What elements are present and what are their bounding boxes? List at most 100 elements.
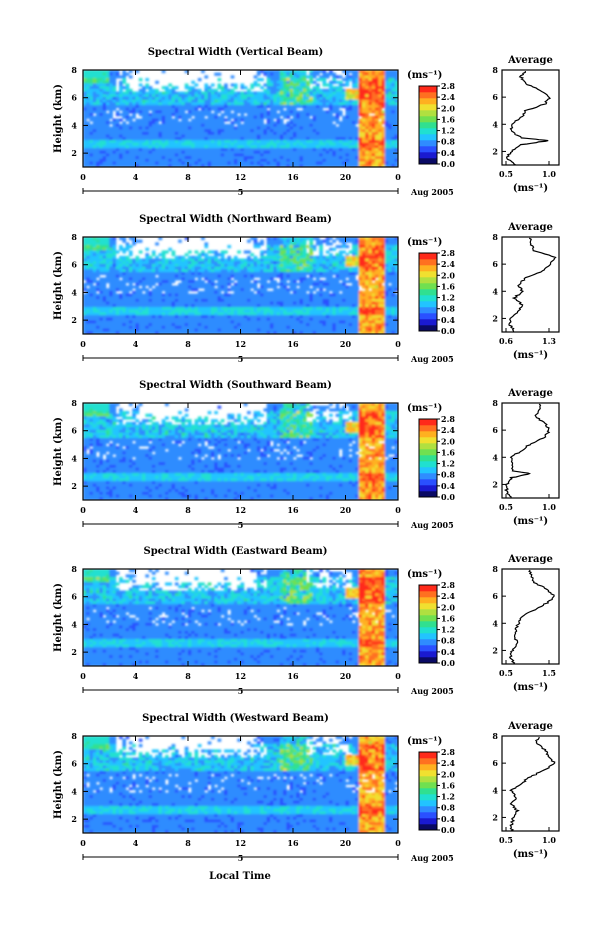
colorbar-swatch	[419, 467, 437, 474]
average-title: Average	[507, 222, 553, 233]
colorbar: 0.00.40.81.2 1.62.02.42.8(ms⁻¹)	[407, 70, 455, 169]
colorbar-tick-label: 2.4	[441, 92, 455, 102]
colorbar-unit: (ms⁻¹)	[407, 569, 442, 580]
colorbar-swatch	[419, 776, 437, 783]
heatmap: 2 4 6 8 0 4 8 12 16 20 0	[71, 65, 401, 182]
colorbar-tick-label: 0.8	[441, 137, 455, 147]
average-y-tick-label: 8	[492, 398, 498, 408]
average-x-label: (ms⁻¹)	[513, 183, 548, 194]
colorbar-swatch	[419, 313, 437, 320]
colorbar-swatch	[419, 794, 437, 801]
average-y-tick-label: 6	[492, 591, 498, 601]
average-title: Average	[507, 554, 553, 565]
x-tick-label: 20	[340, 505, 352, 515]
panel-title: Spectral Width (Westward Beam)	[142, 713, 329, 724]
average-y-tick-label: 4	[492, 618, 498, 628]
x-tick-label: 20	[340, 838, 352, 848]
date-bar: 5 Aug 2005	[82, 686, 454, 696]
colorbar-tick-label: 0.8	[441, 304, 455, 314]
colorbar-swatch	[419, 818, 437, 825]
panel-1: Spectral Width (Vertical Beam) 2 4 6 8 0 4 8 12 1…	[53, 47, 560, 197]
colorbar-swatch	[419, 812, 437, 819]
colorbar-tick-label: 2.8	[441, 414, 455, 424]
date-day: 5	[238, 354, 244, 364]
panel-2: Spectral Width (Northward Beam) 2 4 6 8 0 4 8 12…	[53, 214, 560, 364]
y-tick-label: 8	[71, 232, 77, 242]
colorbar-tick-label: 1.6	[441, 613, 455, 623]
heatmap: 2 4 6 8 0 4 8 12 16 20 0	[71, 731, 401, 848]
colorbar-swatch	[419, 307, 437, 314]
colorbar-swatch	[419, 301, 437, 308]
colorbar-swatch	[419, 271, 437, 278]
x-tick-label: 4	[133, 838, 139, 848]
average-line	[503, 403, 551, 499]
colorbar-swatch	[419, 609, 437, 616]
average-y-tick-label: 8	[492, 731, 498, 741]
colorbar-swatch	[419, 425, 437, 432]
colorbar-swatch	[419, 591, 437, 598]
x-tick-label: 12	[235, 339, 246, 349]
colorbar-tick-label: 2.8	[441, 580, 455, 590]
date-month: Aug 2005	[410, 520, 454, 530]
y-tick-label: 2	[71, 481, 77, 491]
colorbar-tick-label: 1.6	[441, 447, 455, 457]
average-title: Average	[507, 721, 553, 732]
average-line	[505, 71, 552, 166]
colorbar-swatch	[419, 615, 437, 622]
average-title: Average	[507, 388, 553, 399]
x-tick-label: 4	[133, 671, 139, 681]
panel-5: Spectral Width (Westward Beam) 2 4 6 8 0 4 8 12 1…	[53, 713, 560, 863]
colorbar-unit: (ms⁻¹)	[407, 70, 442, 81]
colorbar-swatch	[419, 770, 437, 777]
average-x-label: (ms⁻¹)	[513, 516, 548, 527]
colorbar-swatch	[419, 92, 437, 99]
colorbar-swatch	[419, 455, 437, 462]
colorbar-swatch	[419, 86, 437, 93]
panel-title: Spectral Width (Southward Beam)	[139, 380, 332, 391]
colorbar-unit: (ms⁻¹)	[407, 237, 442, 248]
colorbar-swatch	[419, 603, 437, 610]
average-line	[509, 736, 556, 832]
x-tick-label: 20	[340, 339, 352, 349]
colorbar-tick-label: 0.8	[441, 636, 455, 646]
average-x-tick-label: 0.5	[499, 502, 513, 512]
x-tick-label: 0	[80, 671, 86, 681]
colorbar-swatch	[419, 116, 437, 123]
y-tick-label: 8	[71, 65, 77, 75]
colorbar: 0.00.40.81.2 1.62.02.42.8(ms⁻¹)	[407, 403, 455, 502]
x-axis-label: Local Time	[209, 871, 271, 882]
colorbar-tick-label: 0.0	[441, 492, 455, 502]
colorbar-swatch	[419, 621, 437, 628]
colorbar-tick-label: 2.4	[441, 758, 455, 768]
colorbar-unit: (ms⁻¹)	[407, 403, 442, 414]
y-axis-label: Height (km)	[53, 251, 64, 320]
colorbar-tick-label: 2.4	[441, 591, 455, 601]
colorbar-swatch	[419, 134, 437, 141]
date-month: Aug 2005	[410, 354, 454, 364]
colorbar: 0.00.40.81.2 1.62.02.42.8(ms⁻¹)	[407, 569, 455, 668]
heatmap: 2 4 6 8 0 4 8 12 16 20 0	[71, 398, 401, 515]
y-tick-label: 6	[71, 93, 77, 103]
date-bar: 5 Aug 2005	[82, 187, 454, 197]
colorbar-swatch	[419, 627, 437, 634]
y-tick-label: 4	[71, 786, 77, 796]
colorbar-swatch	[419, 295, 437, 302]
colorbar-tick-label: 2.0	[441, 270, 455, 280]
average-x-label: (ms⁻¹)	[513, 682, 548, 693]
average-x-tick-label: 1.0	[542, 835, 556, 845]
average-y-tick-label: 6	[492, 92, 498, 102]
date-day: 5	[238, 853, 244, 863]
x-tick-label: 12	[235, 671, 246, 681]
colorbar-swatch	[419, 325, 437, 332]
colorbar-swatch	[419, 758, 437, 765]
y-tick-label: 2	[71, 315, 77, 325]
colorbar-tick-label: 1.2	[441, 126, 455, 136]
average-x-tick-label: 1.0	[542, 169, 556, 179]
y-axis-label: Height (km)	[53, 750, 64, 819]
average-x-tick-label: 1.0	[542, 502, 556, 512]
average-profile: Average 2 4 6 8 0.5 1.5 (ms⁻¹)	[492, 554, 560, 693]
date-month: Aug 2005	[410, 686, 454, 696]
colorbar-tick-label: 2.0	[441, 602, 455, 612]
average-x-tick-label: 0.6	[499, 336, 513, 346]
